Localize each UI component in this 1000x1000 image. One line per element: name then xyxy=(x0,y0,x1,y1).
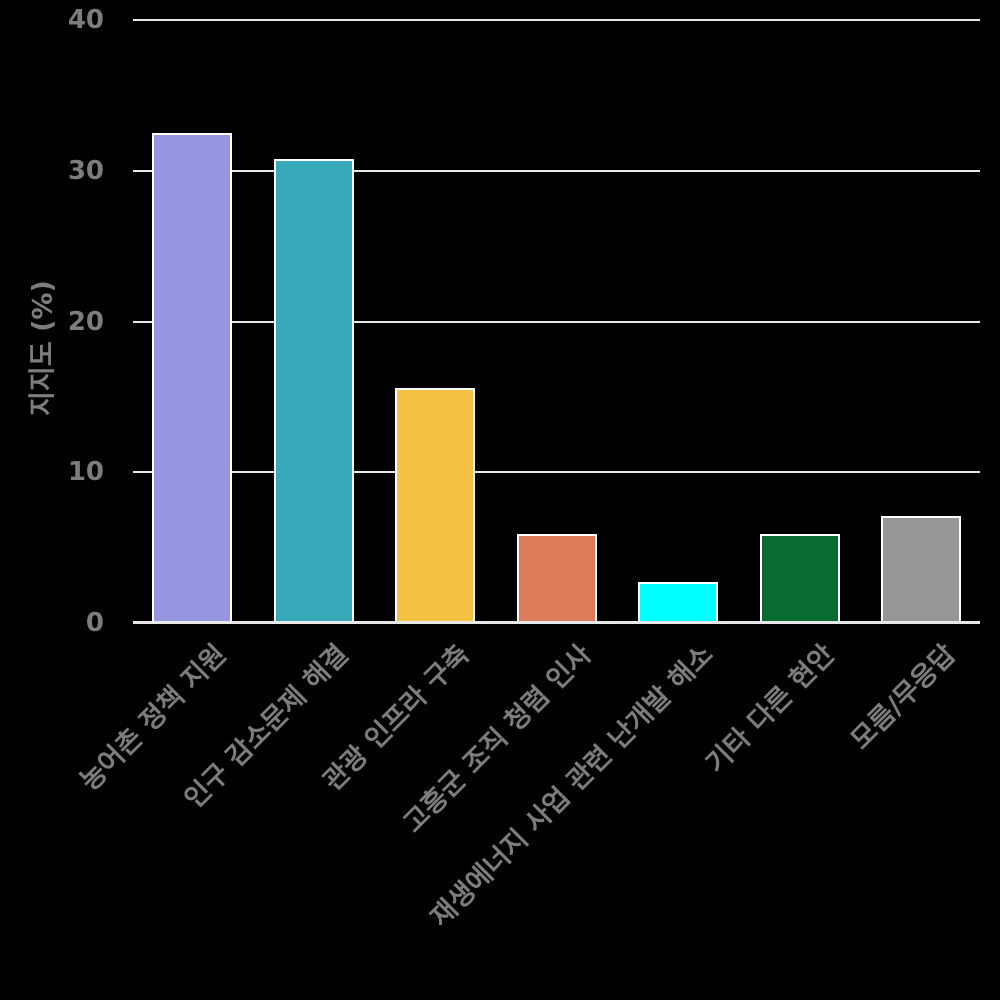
x-axis-line xyxy=(133,621,980,624)
gridline-20 xyxy=(133,320,980,323)
y-tick-label-20: 20 xyxy=(67,306,104,337)
bar-2 xyxy=(273,158,354,623)
bar-1 xyxy=(152,133,232,623)
plot-area xyxy=(133,19,980,624)
y-tick-label-40: 40 xyxy=(67,5,104,35)
bar-4 xyxy=(516,534,597,623)
bar-6 xyxy=(759,534,840,623)
y-tick-label-30: 30 xyxy=(67,155,104,186)
bar-3 xyxy=(395,387,475,623)
bar-7 xyxy=(881,515,961,623)
y-tick-label-10: 10 xyxy=(67,457,104,488)
y-tick-label-0: 0 xyxy=(85,608,104,638)
gridline-30 xyxy=(133,169,980,172)
gridline-40 xyxy=(133,19,980,21)
bar-5 xyxy=(638,582,718,623)
gridline-10 xyxy=(133,471,980,474)
x-tick-label-7: 모름/무응답 xyxy=(845,638,962,756)
x-tick-label-6: 기타 다른 현안 xyxy=(699,638,841,780)
y-axis-title: 지지도 (%) xyxy=(27,280,59,416)
